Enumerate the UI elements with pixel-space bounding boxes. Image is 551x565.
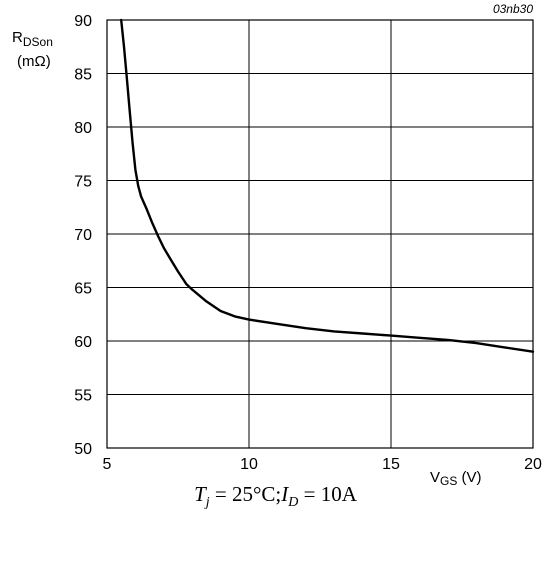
test-condition: Tj = 25°C;ID = 10A xyxy=(0,482,551,510)
plot-frame xyxy=(106,19,534,449)
y-tick-label: 85 xyxy=(74,67,92,84)
y-tick-label: 60 xyxy=(74,334,92,351)
y-axis-label-main: R xyxy=(12,29,23,46)
y-axis-label-sub: DSon xyxy=(23,35,53,49)
x-tick-labels: 5 10 15 20 xyxy=(103,456,542,473)
y-tick-label: 80 xyxy=(74,120,92,137)
tj-value: = 25°C; xyxy=(209,482,282,506)
y-axis-label: RDSon xyxy=(12,29,53,49)
x-axis-label-main: V xyxy=(430,469,440,486)
tj-symbol: T xyxy=(194,482,206,506)
x-tick-label: 10 xyxy=(240,456,258,473)
y-tick-label: 75 xyxy=(74,174,92,191)
y-tick-labels: 50 55 60 65 70 75 80 85 90 xyxy=(74,13,92,458)
x-axis-label: VGS (V) xyxy=(430,469,482,488)
x-axis-label-unit: (V) xyxy=(457,469,481,486)
grid-lines xyxy=(107,20,533,448)
id-symbol: I xyxy=(281,482,289,506)
x-tick-label: 15 xyxy=(382,456,400,473)
id-value: = 10A xyxy=(298,482,357,506)
y-axis-unit: (mΩ) xyxy=(17,53,51,70)
y-tick-label: 50 xyxy=(74,441,92,458)
data-series xyxy=(120,18,535,353)
rdson-curve xyxy=(120,18,535,353)
figure-id: 03nb30 xyxy=(493,2,533,16)
x-tick-label: 5 xyxy=(103,456,112,473)
x-axis-label-sub: GS xyxy=(440,474,457,488)
x-tick-label: 20 xyxy=(524,456,542,473)
y-tick-label: 70 xyxy=(74,227,92,244)
y-tick-label: 90 xyxy=(74,13,92,30)
id-subscript: D xyxy=(288,495,299,510)
y-tick-label: 55 xyxy=(74,388,92,405)
y-tick-label: 65 xyxy=(74,281,92,298)
tj-subscript: j xyxy=(205,495,210,510)
